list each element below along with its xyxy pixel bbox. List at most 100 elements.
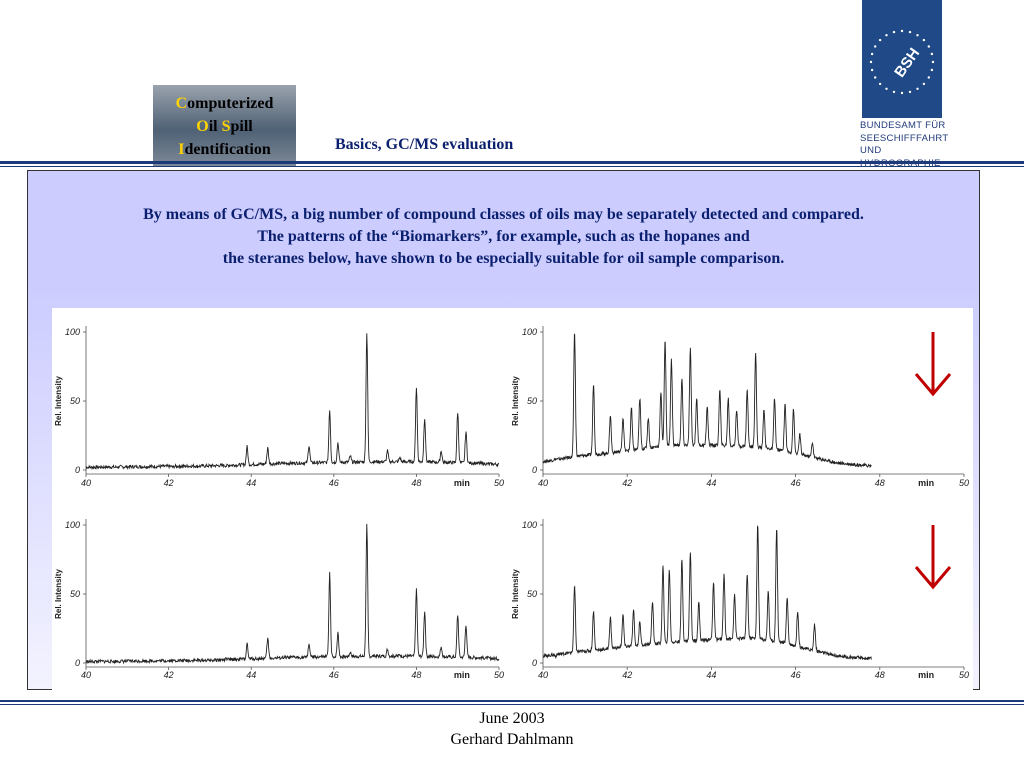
logo-star: [869, 60, 873, 64]
header-rule-thin: [0, 166, 1024, 167]
logo-star: [931, 60, 935, 64]
y-tick-label: 0: [532, 465, 537, 475]
x-tick-label: 42: [164, 478, 174, 488]
footer: June 2003 Gerhard Dahlmann: [0, 708, 1024, 750]
logo-star: [874, 76, 877, 79]
cosi-text: omputerized: [187, 95, 274, 112]
y-tick-label: 50: [527, 589, 537, 599]
bsh-logo: BSH: [862, 0, 942, 118]
footer-date: June 2003: [479, 710, 545, 727]
y-tick-label: 0: [532, 658, 537, 668]
logo-star: [908, 30, 912, 34]
x-tick-label: 50: [494, 670, 504, 680]
chromatogram-trace: [542, 525, 872, 661]
footer-author: Gerhard Dahlmann: [450, 731, 574, 748]
logo-star: [870, 52, 874, 56]
y-tick-label: 50: [70, 396, 80, 406]
cosi-line-oil-spill: Oil Spill: [153, 115, 296, 138]
logo-star: [930, 68, 934, 72]
logo-star: [892, 90, 896, 94]
x-axis-label: min: [454, 670, 470, 680]
cosi-initial-s: S: [221, 118, 231, 135]
logo-star: [878, 82, 882, 86]
cosi-text: pill: [230, 118, 253, 135]
y-tick-label: 0: [75, 465, 80, 475]
y-tick-label: 100: [65, 327, 80, 337]
logo-text-line: UND: [860, 145, 882, 156]
x-tick-label: 44: [246, 478, 256, 488]
cosi-text: dentification: [184, 141, 271, 158]
logo-star: [927, 76, 930, 79]
x-tick-label: 46: [329, 670, 339, 680]
cosi-line-computerized: Computerized: [153, 92, 296, 115]
header-rule-thick: [0, 161, 1024, 164]
y-tick-label: 100: [65, 520, 80, 530]
y-axis-label: Rel. Intensity: [54, 376, 63, 426]
footer-rule-thick: [0, 700, 1024, 702]
cosi-text: il: [208, 118, 222, 135]
x-tick-label: 42: [622, 478, 632, 488]
y-tick-label: 100: [522, 327, 537, 337]
bsh-emblem-icon: BSH: [869, 29, 935, 95]
logo-star: [916, 87, 919, 91]
x-axis-label: min: [918, 478, 934, 488]
x-tick-label: 46: [791, 670, 801, 680]
chromatogram-trace: [85, 523, 500, 665]
x-tick-label: 50: [959, 478, 969, 488]
chromatogram-trace: [542, 333, 872, 469]
x-axis-label: min: [918, 670, 934, 680]
logo-star: [900, 91, 904, 95]
x-tick-label: 40: [81, 478, 91, 488]
cosi-line-identification: Identification: [153, 138, 296, 161]
chromatogram-figure: 0 50 100 Rel. Intensity 40 42 44 46 48 min 50 0 50 10…: [52, 308, 973, 690]
logo-text-line: SEESCHIFFFAHRT: [860, 132, 949, 144]
x-tick-label: 50: [959, 670, 969, 680]
y-tick-label: 0: [75, 658, 80, 668]
logo-star: [892, 30, 896, 34]
logo-star: [930, 52, 934, 56]
x-tick-label: 48: [411, 670, 421, 680]
cosi-initial-i: I: [178, 141, 185, 158]
x-tick-label: 48: [875, 478, 885, 488]
y-tick-label: 100: [522, 520, 537, 530]
chromatogram-trace: [85, 333, 500, 471]
logo-star: [922, 38, 926, 42]
logo-star: [916, 34, 919, 37]
y-axis-label: Rel. Intensity: [511, 376, 520, 426]
x-tick-label: 42: [622, 670, 632, 680]
chromatogram-svg: 0 50 100 Rel. Intensity 40 42 44 46 48 min 50 0 50 10…: [54, 326, 969, 680]
x-tick-label: 48: [875, 670, 885, 680]
logo-star: [900, 29, 904, 33]
y-axis-label: Rel. Intensity: [54, 569, 63, 619]
y-tick-label: 50: [70, 589, 80, 599]
logo-star: [927, 45, 930, 48]
logo-star: [874, 45, 877, 48]
logo-star: [908, 90, 912, 94]
x-tick-label: 44: [706, 478, 716, 488]
intro-line: By means of GC/MS, a big number of compo…: [143, 206, 864, 223]
logo-star: [885, 87, 888, 91]
intro-line: The patterns of the “Biomarkers”, for ex…: [257, 228, 750, 245]
cosi-initial-o: O: [196, 118, 209, 135]
y-axis-label: Rel. Intensity: [511, 569, 520, 619]
down-arrow-head-icon: [914, 566, 952, 590]
intro-line: the steranes below, have shown to be esp…: [222, 250, 785, 267]
x-tick-label: 44: [706, 670, 716, 680]
x-tick-label: 50: [494, 478, 504, 488]
x-tick-label: 46: [329, 478, 339, 488]
logo-star: [922, 82, 926, 86]
bsh-mark: BSH: [891, 45, 923, 81]
intro-text: By means of GC/MS, a big number of compo…: [28, 204, 979, 270]
y-tick-label: 50: [527, 396, 537, 406]
x-tick-label: 40: [538, 670, 548, 680]
slide-subtitle: Basics, GC/MS evaluation: [335, 136, 514, 153]
cosi-badge: Computerized Oil Spill Identification: [153, 85, 296, 167]
logo-star: [870, 68, 874, 72]
footer-rule-thin: [0, 704, 1024, 705]
x-tick-label: 40: [538, 478, 548, 488]
logo-text-line: BUNDESAMT FÜR: [860, 120, 946, 131]
x-tick-label: 40: [81, 670, 91, 680]
x-tick-label: 46: [791, 478, 801, 488]
x-tick-label: 48: [411, 478, 421, 488]
down-arrow-head-icon: [914, 373, 952, 397]
